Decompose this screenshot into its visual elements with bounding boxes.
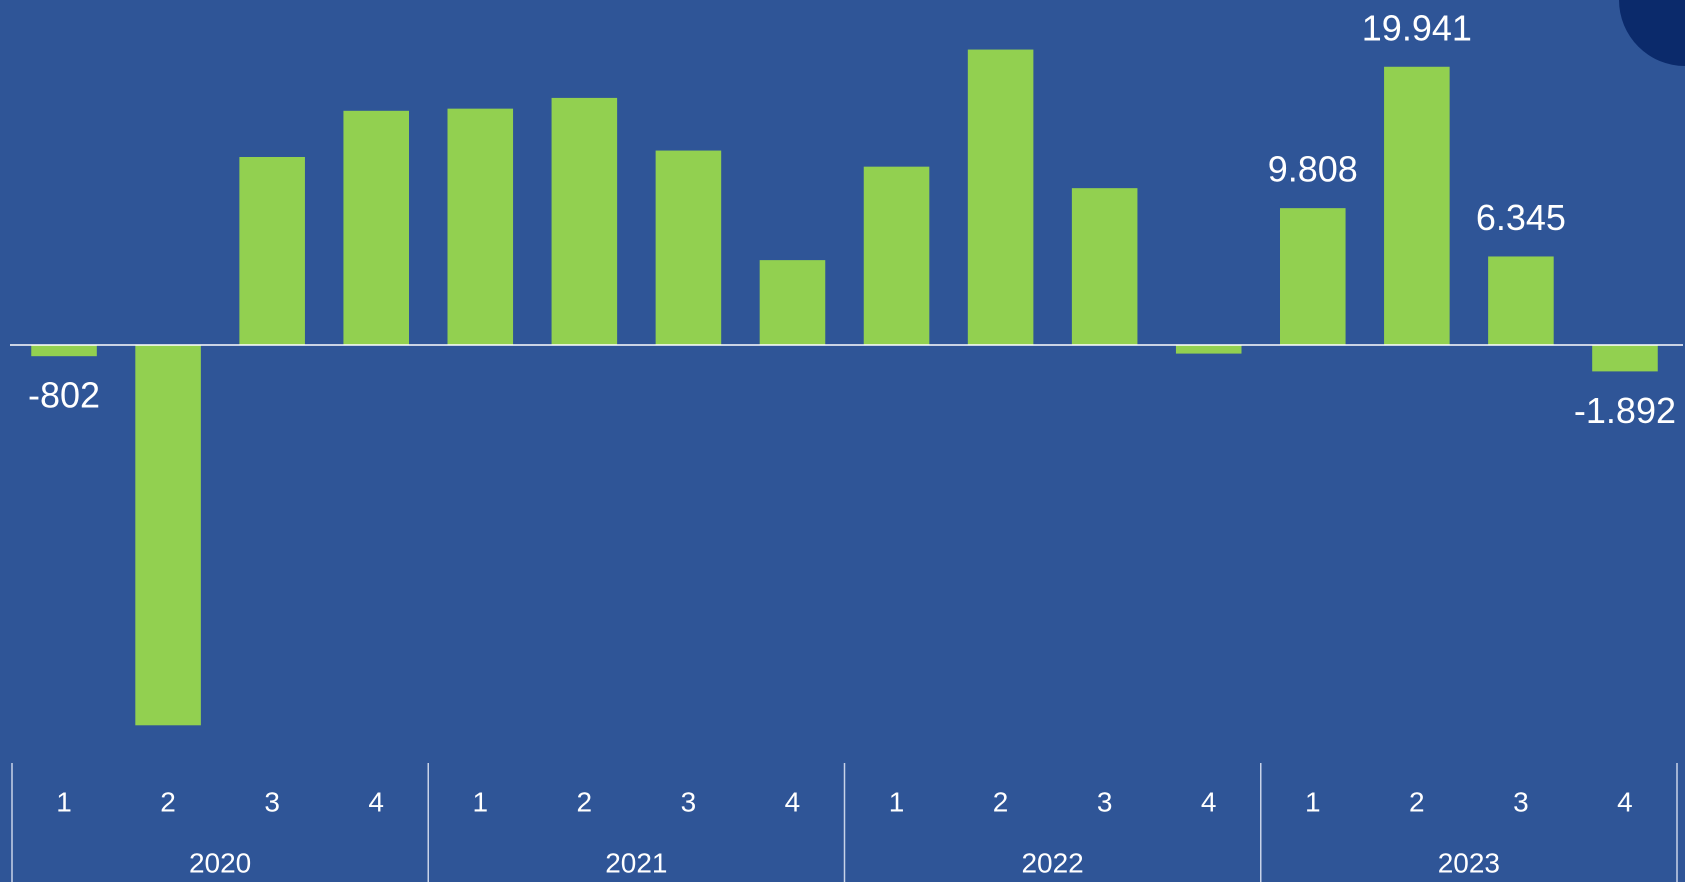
x-tick-label: 1 [56,786,72,817]
data-label: 6.345 [1476,197,1566,238]
bar [1175,344,1242,354]
x-tick-label: 1 [472,786,488,817]
group-label: 2021 [605,847,667,878]
x-tick-label: 1 [889,786,905,817]
x-tick-label: 3 [264,786,280,817]
bar [759,260,826,345]
bar [447,108,514,345]
x-tick-label: 4 [1617,786,1633,817]
bar [135,344,201,726]
x-tick-label: 4 [1201,786,1217,817]
data-label: -1.892 [1574,390,1676,431]
x-tick-label: 3 [681,786,697,817]
bar [239,156,305,345]
data-label: 19.941 [1362,7,1472,48]
x-tick-label: 1 [1305,786,1321,817]
bar [863,166,930,345]
x-tick-label: 3 [1097,786,1113,817]
x-tick-label: 4 [785,786,801,817]
group-label: 2023 [1438,847,1500,878]
bar [655,150,722,345]
bar [1071,188,1138,345]
x-tick-label: 3 [1513,786,1529,817]
group-label: 2020 [189,847,251,878]
x-tick-label: 2 [1409,786,1425,817]
x-tick-label: 2 [160,786,176,817]
x-tick-label: 2 [993,786,1009,817]
bar [551,97,618,345]
corner-decoration [1619,0,1685,66]
bar [31,344,97,357]
bar [1384,66,1450,345]
x-tick-label: 4 [368,786,384,817]
bar [1488,256,1554,345]
group-label: 2022 [1021,847,1083,878]
x-tick-label: 2 [577,786,593,817]
bar [1592,344,1658,372]
data-label: 9.808 [1268,149,1358,190]
data-label: -802 [28,375,100,416]
bar [343,110,409,345]
bar [1280,208,1346,345]
bar [967,49,1034,345]
